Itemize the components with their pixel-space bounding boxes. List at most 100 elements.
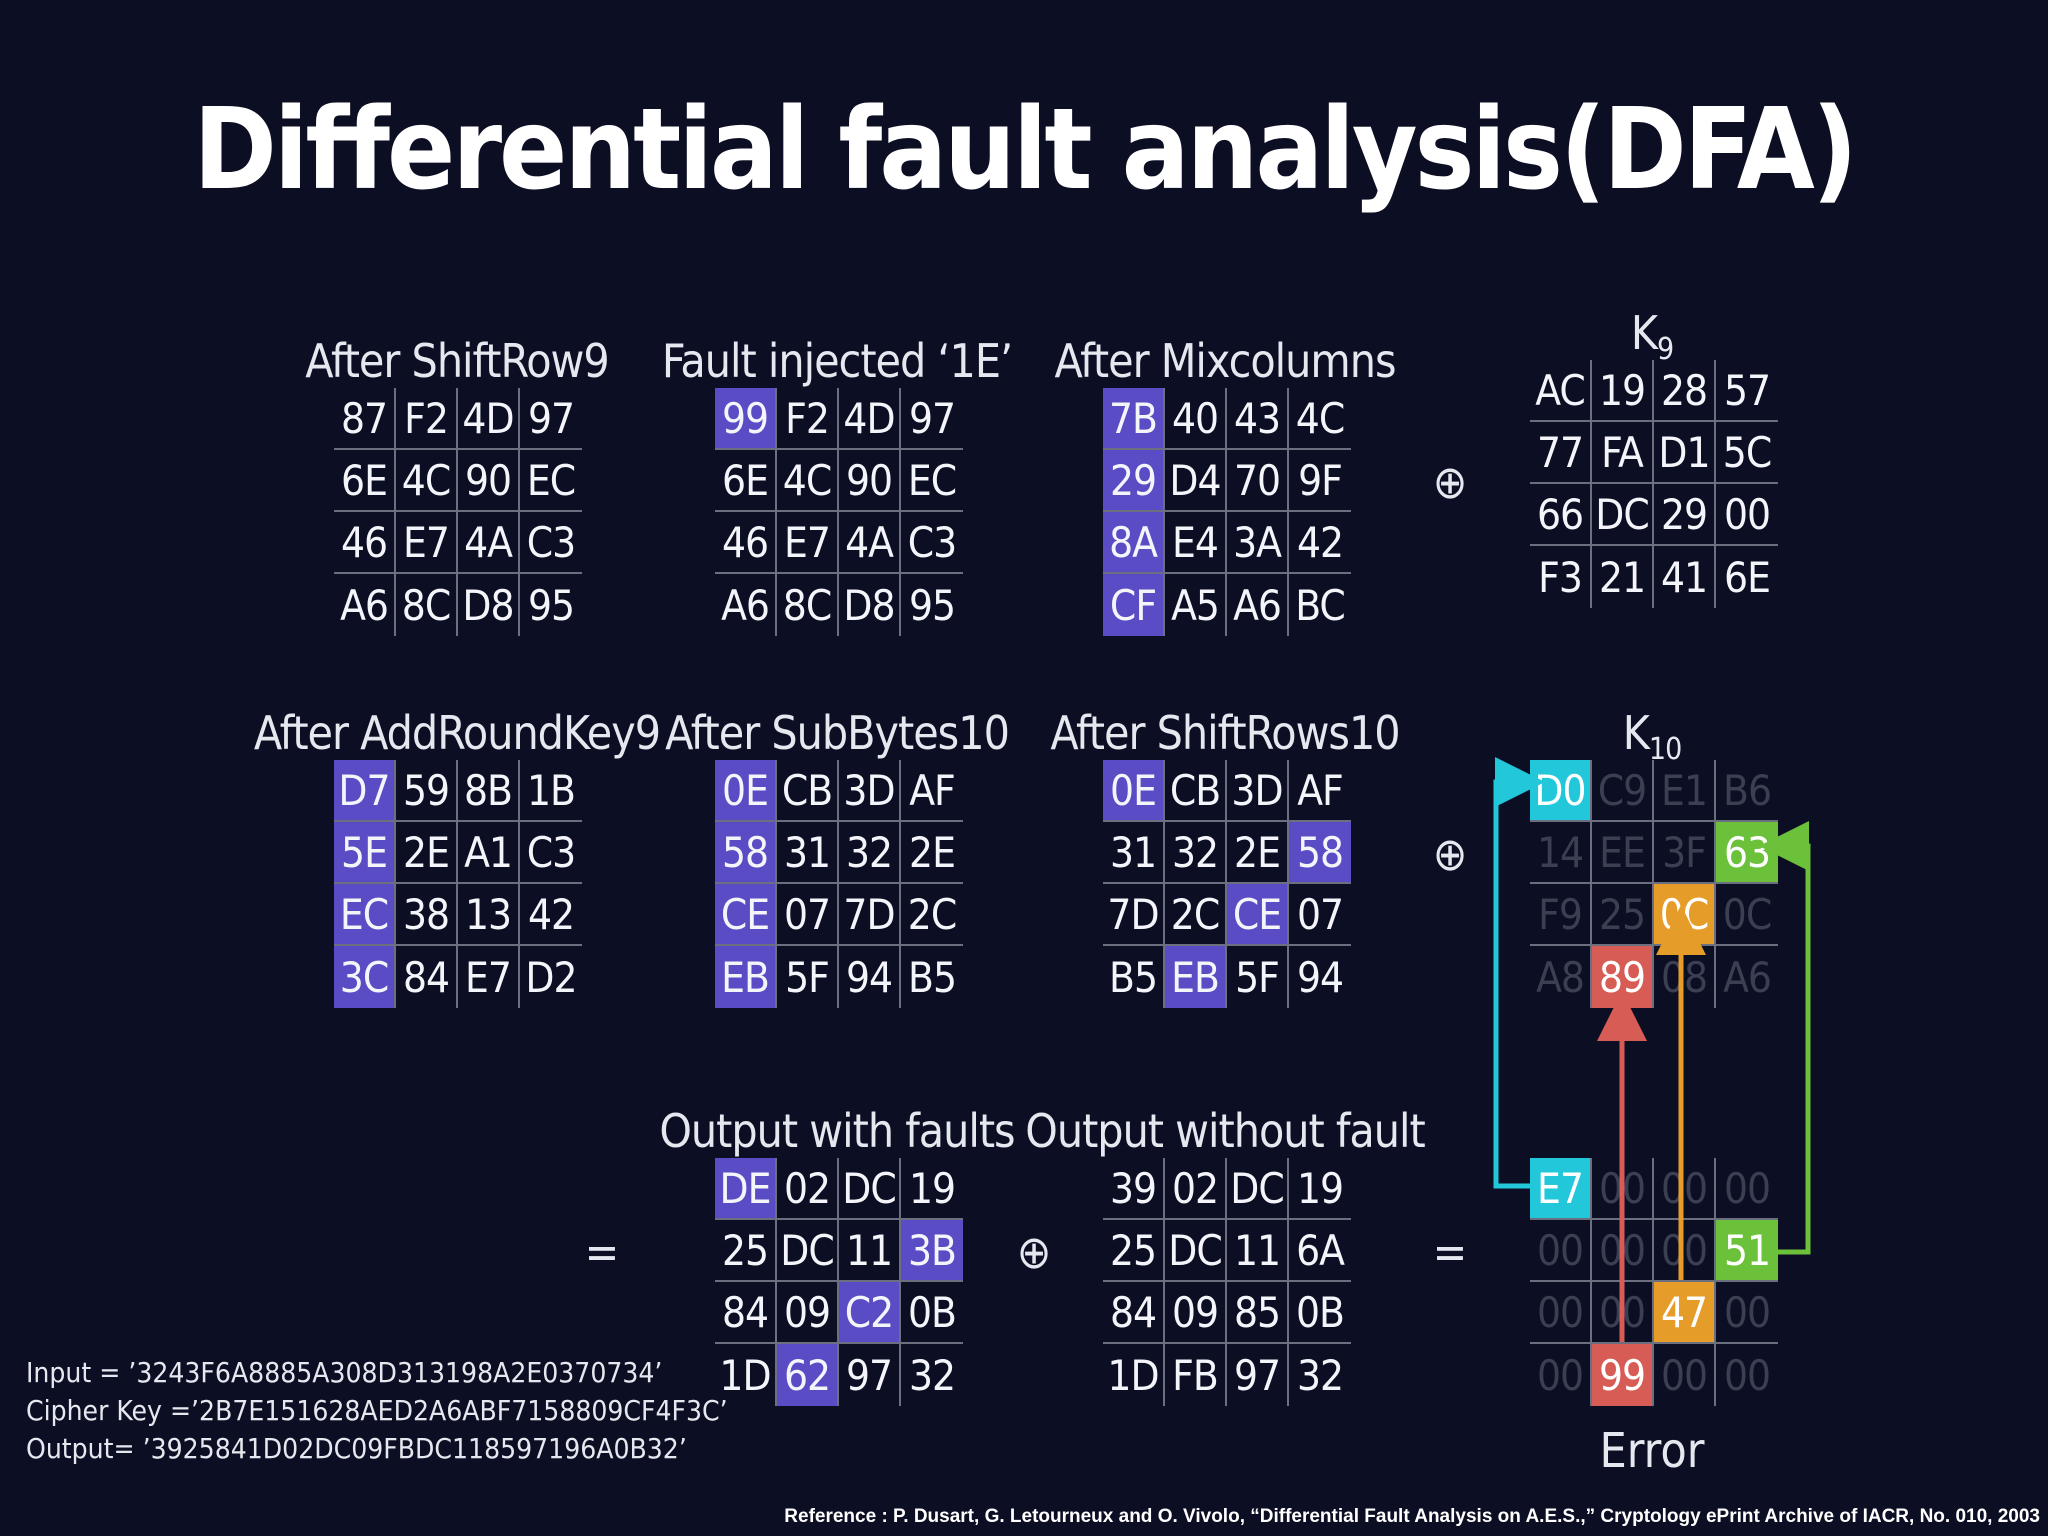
k10-cell: 14 <box>1530 822 1592 884</box>
output-without-fault-label: Output without fault <box>1025 1104 1425 1158</box>
k9-cell: 28 <box>1654 360 1716 422</box>
after-shiftrows10-cell: 94 <box>1296 952 1344 1002</box>
after-mixcolumns-cell: 8A <box>1103 512 1165 574</box>
after-shiftrow9-cell: C3 <box>520 512 582 574</box>
k9-cell: 29 <box>1654 484 1716 546</box>
output-without-fault-cell: 84 <box>1103 1282 1165 1344</box>
output-with-faults-cell: 02 <box>777 1158 839 1220</box>
after-shiftrows10-cell: 32 <box>1165 822 1227 884</box>
fault-injected-cell: E7 <box>777 512 839 574</box>
output-with-faults-cell: DC <box>839 1158 901 1220</box>
fault-injected-cell: 95 <box>908 580 956 630</box>
k9-cell: 00 <box>1716 484 1778 546</box>
output-without-fault-cell: DC <box>1227 1158 1289 1220</box>
output-text: Output= ’3925841D02DC09FBDC118597196A0B3… <box>26 1432 687 1465</box>
after-mixcolumns-cell: 43 <box>1227 388 1289 450</box>
output-without-fault-cell: 39 <box>1103 1158 1165 1220</box>
after-shiftrow9-cell: 95 <box>527 580 575 630</box>
fault-injected-cell: 46 <box>715 512 777 574</box>
after-mixcolumns-cell: CF <box>1103 574 1165 636</box>
error-cell: 00 <box>1530 1282 1592 1344</box>
cyan-arrow <box>1493 757 1545 1189</box>
error-cell: 47 <box>1654 1282 1716 1344</box>
k9-cell: FA <box>1592 422 1654 484</box>
k10-cell: F9 <box>1530 884 1592 946</box>
after-addroundkey9-cell: 8B <box>458 760 520 822</box>
after-mixcolumns-cell: 70 <box>1227 450 1289 512</box>
k10-cell: C9 <box>1592 760 1654 822</box>
error-cell: 00 <box>1530 1220 1592 1282</box>
after-shiftrows10-cell: 07 <box>1289 884 1351 946</box>
output-with-faults-cell: 3B <box>901 1220 963 1282</box>
error-cell: E7 <box>1530 1158 1592 1220</box>
after-shiftrow9-label-text: After ShiftRow9 <box>305 334 609 388</box>
fault-injected-matrix: 99 F2 4D 97 6E 4C 90 EC 46 E7 4A C3 A6 8C D8 95 <box>715 388 963 636</box>
after-mixcolumns-matrix: 7B 40 43 4C 29 D4 70 9F 8A E4 3A 42 CF A5 A6 BC <box>1103 388 1351 636</box>
after-shiftrow9-cell: E7 <box>396 512 458 574</box>
output-with-faults-cell: 11 <box>839 1220 901 1282</box>
error-cell: 00 <box>1530 1344 1592 1406</box>
after-mixcolumns-label-text: After Mixcolumns <box>1054 334 1396 388</box>
fault-injected-cell: 4C <box>777 450 839 512</box>
after-mixcolumns-cell: 42 <box>1289 512 1351 574</box>
after-subbytes10-cell: 0E <box>715 760 777 822</box>
output-without-fault-cell: 19 <box>1289 1158 1351 1220</box>
k10-cell: 0C <box>1716 884 1778 946</box>
after-shiftrows10-cell: 0E <box>1103 760 1165 822</box>
after-mixcolumns-cell: 40 <box>1165 388 1227 450</box>
error-cell: 99 <box>1592 1344 1654 1406</box>
output-with-faults-cell: C2 <box>839 1282 901 1344</box>
after-shiftrow9-cell: 4C <box>396 450 458 512</box>
error-cell: 00 <box>1654 1158 1716 1220</box>
k10-label-subscript: 10 <box>1648 732 1682 768</box>
output-without-fault-cell: 97 <box>1227 1344 1289 1406</box>
error-cell: 51 <box>1716 1220 1778 1282</box>
after-addroundkey9-cell: 59 <box>396 760 458 822</box>
k9-cell: 21 <box>1592 546 1654 608</box>
after-shiftrow9-cell: EC <box>520 450 582 512</box>
k10-cell: E1 <box>1654 760 1716 822</box>
fault-injected-cell: 4A <box>839 512 901 574</box>
output-with-faults-cell: 1D <box>715 1344 777 1406</box>
after-addroundkey9-cell: 2E <box>396 822 458 884</box>
output-without-fault-cell: 0B <box>1289 1282 1351 1344</box>
fault-injected-cell: A6 <box>715 574 777 636</box>
after-shiftrows10-cell: EB <box>1165 946 1227 1008</box>
after-addroundkey9-cell: A1 <box>458 822 520 884</box>
after-subbytes10-matrix: 0E CB 3D AF 58 31 32 2E CE 07 7D 2C EB 5F 94 B5 <box>715 760 963 1008</box>
output-with-faults-cell: 09 <box>777 1282 839 1344</box>
output-without-fault-cell: 25 <box>1103 1220 1165 1282</box>
error-label: Error <box>1599 1423 1705 1479</box>
k9-cell: 57 <box>1716 360 1778 422</box>
after-addroundkey9-cell: D2 <box>525 952 577 1002</box>
k9-label-text: K <box>1630 306 1658 360</box>
after-mixcolumns-cell: 4C <box>1289 388 1351 450</box>
k9-label: K9 <box>1630 306 1674 367</box>
after-shiftrows10-cell: CB <box>1165 760 1227 822</box>
output-with-faults-label-text: Output with faults <box>659 1104 1015 1158</box>
k10-cell: B6 <box>1716 760 1778 822</box>
k9-cell: 66 <box>1530 484 1592 546</box>
reference-text: Reference : P. Dusart, G. Letourneux and… <box>784 1506 2040 1527</box>
after-mixcolumns-cell: E4 <box>1165 512 1227 574</box>
after-subbytes10-cell: 2E <box>901 822 963 884</box>
after-shiftrows10-cell: CE <box>1227 884 1289 946</box>
xor-operator: ⊕ <box>1016 1225 1052 1279</box>
output-without-fault-cell: 32 <box>1296 1350 1344 1400</box>
output-without-fault-cell: 6A <box>1289 1220 1351 1282</box>
after-addroundkey9-label-text: After AddRoundKey9 <box>253 706 661 760</box>
after-addroundkey9-cell: 84 <box>396 946 458 1008</box>
k9-cell: 5C <box>1716 422 1778 484</box>
after-subbytes10-cell: 31 <box>777 822 839 884</box>
after-shiftrow9-cell: 46 <box>334 512 396 574</box>
after-shiftrows10-cell: 58 <box>1289 822 1351 884</box>
after-mixcolumns-cell: A6 <box>1227 574 1289 636</box>
after-subbytes10-cell: 32 <box>839 822 901 884</box>
fault-injected-cell: D8 <box>839 574 901 636</box>
after-addroundkey9-cell: D7 <box>334 760 396 822</box>
after-subbytes10-cell: AF <box>901 760 963 822</box>
after-shiftrows10-cell: 2E <box>1227 822 1289 884</box>
after-addroundkey9-cell: 13 <box>458 884 520 946</box>
k9-cell: 41 <box>1654 546 1716 608</box>
fault-injected-cell: 6E <box>715 450 777 512</box>
